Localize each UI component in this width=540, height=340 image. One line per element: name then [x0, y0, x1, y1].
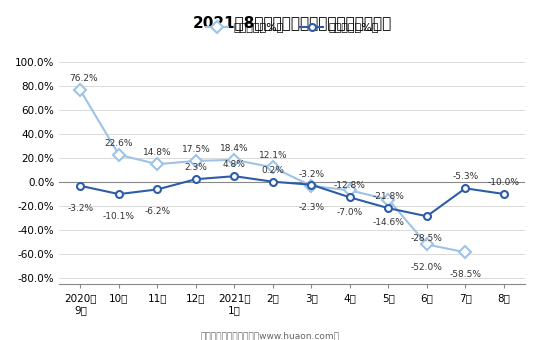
Text: 18.4%: 18.4%	[220, 144, 249, 153]
环比增长（%）	[423, 214, 430, 218]
同比增长（%）	[347, 188, 353, 192]
同比增长（%）	[385, 198, 392, 202]
环比增长（%）	[116, 192, 122, 196]
环比增长（%）	[193, 177, 199, 181]
Text: 12.1%: 12.1%	[259, 151, 287, 160]
同比增长（%）	[154, 162, 160, 166]
Text: -6.2%: -6.2%	[144, 207, 171, 217]
Text: -21.8%: -21.8%	[373, 192, 404, 201]
Text: -10.1%: -10.1%	[103, 212, 135, 221]
Text: -5.3%: -5.3%	[452, 172, 478, 181]
Text: -2.3%: -2.3%	[298, 203, 325, 212]
Text: -3.2%: -3.2%	[68, 204, 93, 213]
环比增长（%）	[154, 187, 160, 191]
Text: -10.0%: -10.0%	[488, 178, 520, 187]
Text: -14.6%: -14.6%	[373, 218, 404, 226]
环比增长（%）	[385, 206, 392, 210]
Text: 0.2%: 0.2%	[261, 166, 284, 175]
环比增长（%）	[347, 195, 353, 199]
环比增长（%）	[462, 186, 469, 190]
同比增长（%）	[231, 158, 238, 162]
环比增长（%）	[231, 174, 238, 178]
Legend: 同比增长（%）, 环比增长（%）: 同比增长（%）, 环比增长（%）	[201, 18, 383, 37]
环比增长（%）	[269, 180, 276, 184]
环比增长（%）	[501, 192, 507, 196]
Line: 环比增长（%）: 环比增长（%）	[77, 173, 507, 220]
Text: -52.0%: -52.0%	[411, 262, 443, 272]
Text: 2.3%: 2.3%	[185, 163, 207, 172]
同比增长（%）	[423, 242, 430, 246]
同比增长（%）	[462, 250, 469, 254]
Text: -3.2%: -3.2%	[298, 170, 325, 179]
Text: 22.6%: 22.6%	[105, 139, 133, 148]
Text: 4.8%: 4.8%	[223, 160, 246, 169]
Text: -7.0%: -7.0%	[337, 208, 363, 218]
同比增长（%）	[308, 184, 315, 188]
Text: 制图：华经产业研究院（www.huaon.com）: 制图：华经产业研究院（www.huaon.com）	[200, 331, 340, 340]
环比增长（%）	[77, 184, 84, 188]
Text: 76.2%: 76.2%	[69, 74, 98, 83]
Text: -12.8%: -12.8%	[334, 182, 366, 190]
Title: 2021年8月仔猪（普通）集贸市场价格增速: 2021年8月仔猪（普通）集贸市场价格增速	[192, 15, 392, 30]
同比增长（%）	[116, 153, 122, 157]
Text: -58.5%: -58.5%	[449, 270, 481, 279]
同比增长（%）	[193, 159, 199, 163]
同比增长（%）	[77, 88, 84, 92]
Text: -28.5%: -28.5%	[411, 234, 443, 243]
同比增长（%）	[269, 165, 276, 169]
环比增长（%）	[308, 183, 315, 187]
Text: 17.5%: 17.5%	[181, 145, 210, 154]
Line: 同比增长（%）: 同比增长（%）	[76, 86, 469, 256]
Text: 14.8%: 14.8%	[143, 148, 172, 157]
